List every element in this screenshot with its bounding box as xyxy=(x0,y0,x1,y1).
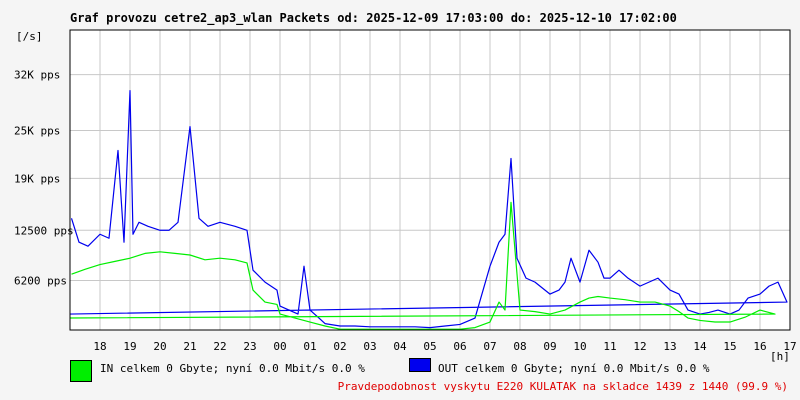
y-tick-label: 19K pps xyxy=(14,172,60,185)
x-tick-label: 23 xyxy=(243,340,256,353)
x-tick-label: 01 xyxy=(303,340,316,353)
y-tick-label: 12500 pps xyxy=(14,224,74,237)
x-tick-label: 06 xyxy=(453,340,466,353)
x-tick-label: 08 xyxy=(513,340,526,353)
y-tick-label: 25K pps xyxy=(14,125,60,138)
x-tick-label: 05 xyxy=(423,340,436,353)
y-tick-label: 32K pps xyxy=(14,69,60,82)
series-line-in xyxy=(69,201,776,330)
traffic-chart: 6200 pps 12500 pps 19K pps 25K pps 32K pps 1… xyxy=(14,29,797,353)
x-tick-label: 16 xyxy=(753,340,766,353)
y-axis-unit-label: [/s] xyxy=(16,30,43,43)
axes xyxy=(69,29,791,331)
x-tick-label: 18 xyxy=(93,340,106,353)
x-tick-label: 19 xyxy=(123,340,136,353)
x-tick-label: 21 xyxy=(183,340,196,353)
legend-in-swatch xyxy=(70,360,92,382)
x-tick-labels: 18 19 20 21 22 23 00 01 02 03 04 05 06 07 08 09 10 11 12 13… xyxy=(93,340,796,353)
probability-note: Pravdepodobnost vyskytu E220 KULATAK na … xyxy=(337,380,788,393)
x-tick-label: 00 xyxy=(273,340,286,353)
plot-border xyxy=(69,29,791,331)
grid-lines xyxy=(70,30,791,330)
x-tick-label: 22 xyxy=(213,340,226,353)
chart-title: Graf provozu cetre2_ap3_wlan Packets od:… xyxy=(70,11,677,25)
series-lines xyxy=(69,90,788,330)
x-tick-label: 14 xyxy=(693,340,707,353)
x-tick-label: 15 xyxy=(723,340,736,353)
legend-out-label: OUT celkem 0 Gbyte; nyní 0.0 Mbit/s 0.0 … xyxy=(438,362,710,375)
x-tick-label: 20 xyxy=(153,340,166,353)
legend-in-label: IN celkem 0 Gbyte; nyní 0.0 Mbit/s 0.0 % xyxy=(100,362,365,375)
x-tick-label: 17 xyxy=(783,340,796,353)
x-tick-label: 09 xyxy=(543,340,556,353)
x-axis-unit-label: [h] xyxy=(770,350,790,363)
y-tick-label: 6200 pps xyxy=(14,275,67,288)
x-tick-label: 03 xyxy=(363,340,376,353)
x-tick-label: 02 xyxy=(333,340,346,353)
legend-out-swatch xyxy=(409,358,431,372)
x-tick-label: 10 xyxy=(573,340,586,353)
x-tick-label: 11 xyxy=(603,340,616,353)
x-tick-label: 07 xyxy=(483,340,496,353)
x-tick-label: 12 xyxy=(633,340,646,353)
series-line-out xyxy=(69,90,788,329)
y-tick-labels: 6200 pps 12500 pps 19K pps 25K pps 32K pps xyxy=(14,69,74,288)
x-tick-label: 13 xyxy=(663,340,676,353)
x-tick-label: 04 xyxy=(393,340,407,353)
